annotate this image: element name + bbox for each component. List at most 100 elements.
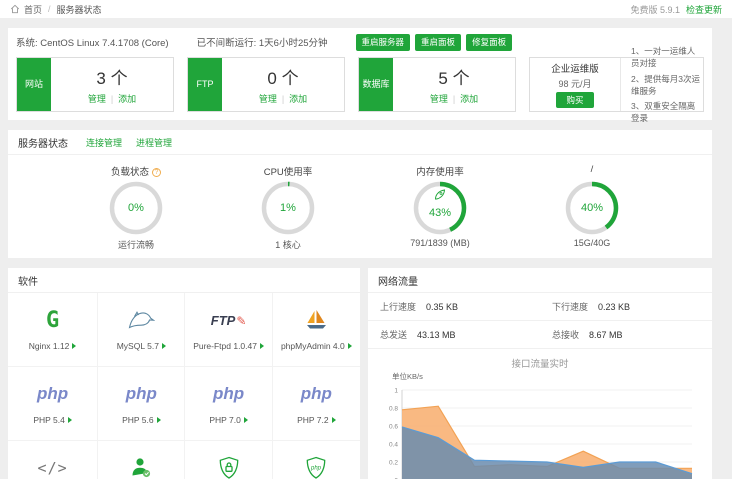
svg-text:0.2: 0.2 <box>389 460 398 467</box>
total-received-label: 总接收 <box>552 328 579 341</box>
site-card-tag: 网站 <box>17 58 51 111</box>
site-add-link[interactable]: 添加 <box>118 92 136 105</box>
chart-title: 接口流量实时 <box>376 356 704 370</box>
database-count: 5 个 <box>438 64 469 89</box>
software-item-phpguard[interactable]: php PHP守护 1.2 <box>273 441 360 479</box>
running-icon <box>157 417 161 423</box>
divider: | <box>111 94 113 104</box>
svg-text:php: php <box>310 466 322 472</box>
database-card-tag: 数据库 <box>359 58 393 111</box>
site-card: 网站 3 个 管理 | 添加 <box>16 57 174 112</box>
running-icon <box>68 417 72 423</box>
site-manage-link[interactable]: 管理 <box>88 92 106 105</box>
restart-server-button[interactable]: 重启服务器 <box>356 34 411 51</box>
ftp-manage-link[interactable]: 管理 <box>259 92 277 105</box>
software-item-php72[interactable]: php PHP 7.2 <box>273 367 360 441</box>
php-icon: php <box>37 384 68 404</box>
repair-panel-button[interactable]: 修复面板 <box>466 34 512 51</box>
software-item-label: PHP 5.6 <box>122 415 154 425</box>
network-title: 网络流量 <box>378 273 418 288</box>
ftp-card-tag: FTP <box>188 58 222 111</box>
load-gauge: 负载状态? 0% 运行流畅 <box>60 164 212 251</box>
up-speed-label: 上行速度 <box>380 300 416 313</box>
svg-text:1: 1 <box>394 388 398 395</box>
load-gauge-value: 0% <box>108 180 164 236</box>
system-info: 系统: CentOS Linux 7.4.1708 (Core) <box>16 35 169 49</box>
svg-text:0.6: 0.6 <box>389 424 398 431</box>
divider: | <box>453 94 455 104</box>
ftp-add-link[interactable]: 添加 <box>289 92 307 105</box>
running-icon <box>244 417 248 423</box>
running-icon <box>348 343 352 349</box>
os-value: CentOS Linux 7.4.1708 (Core) <box>40 38 168 49</box>
software-item-phpmyadmin[interactable]: phpMyAdmin 4.0 <box>273 293 360 367</box>
memory-gauge-value: 43% <box>412 180 468 236</box>
memory-gauge-label: 791/1839 (MB) <box>364 238 516 248</box>
enterprise-promo: 企业运维版 98 元/月 购买 1、一对一运维人员对接 2、提供每月3次运维服务… <box>529 57 704 112</box>
cpu-gauge-value: 1% <box>260 180 316 236</box>
software-item-label: PHP 5.4 <box>33 415 65 425</box>
software-item-label: phpMyAdmin 4.0 <box>281 341 345 351</box>
ftp-icon: FTP✎ <box>211 313 247 328</box>
software-item-label: PHP 7.0 <box>209 415 241 425</box>
software-item-securelogin[interactable]: 宝塔安全登录 1.3 <box>185 441 272 479</box>
restart-panel-button[interactable]: 重启面板 <box>415 34 461 51</box>
breadcrumb: 首页 / 服务器状态 <box>10 3 102 16</box>
promo-feature: 3、双重安全隔离登录 <box>631 100 703 124</box>
shield-php-icon: php <box>305 456 327 479</box>
php-icon: php <box>126 384 157 404</box>
server-status-panel: 服务器状态 连接管理 进程管理 负载状态? 0% 运行流畅 CPU使用率 <box>8 130 712 258</box>
phpmyadmin-sailboat-icon <box>303 309 329 331</box>
software-item-label: Pure-Ftpd 1.0.47 <box>193 341 257 351</box>
up-speed-value: 0.35 KB <box>426 302 458 312</box>
traffic-area-chart: 00.20.40.60.8117:32:1117:32:1617:32:2017… <box>376 382 704 479</box>
svg-text:0.4: 0.4 <box>389 442 398 449</box>
software-item-pureftpd[interactable]: FTP✎ Pure-Ftpd 1.0.47 <box>185 293 272 367</box>
version-label: 免费版 5.9.1 <box>630 3 680 16</box>
process-manage-link[interactable]: 进程管理 <box>136 136 172 149</box>
software-item-php54[interactable]: php PHP 5.4 <box>8 367 98 441</box>
database-card: 数据库 5 个 管理 | 添加 <box>358 57 516 112</box>
software-item-label: MySQL 5.7 <box>117 341 159 351</box>
server-status-title: 服务器状态 <box>18 135 68 150</box>
total-sent-label: 总发送 <box>380 328 407 341</box>
ftp-card: FTP 0 个 管理 | 添加 <box>187 57 345 112</box>
software-item-php56[interactable]: php PHP 5.6 <box>98 367 185 441</box>
overview-panel: 系统: CentOS Linux 7.4.1708 (Core) 已不间断运行:… <box>8 28 712 120</box>
software-item-nginx[interactable]: G Nginx 1.12 <box>8 293 98 367</box>
database-add-link[interactable]: 添加 <box>460 92 478 105</box>
connection-manage-link[interactable]: 连接管理 <box>86 136 122 149</box>
promo-price: 98 元/月 <box>558 77 591 90</box>
network-panel: 网络流量 上行速度0.35 KB 下行速度0.23 KB 总发送43.13 MB… <box>368 268 712 479</box>
chart-y-axis-unit: 单位KB/s <box>392 371 704 382</box>
promo-feature: 2、提供每月3次运维服务 <box>631 73 703 97</box>
buy-button[interactable]: 购买 <box>556 92 593 108</box>
site-count: 3 个 <box>96 64 127 89</box>
breadcrumb-separator: / <box>48 4 51 14</box>
divider: | <box>282 94 284 104</box>
running-icon <box>332 417 336 423</box>
top-bar: 首页 / 服务器状态 免费版 5.9.1 检查更新 <box>0 0 732 18</box>
database-manage-link[interactable]: 管理 <box>430 92 448 105</box>
svg-text:0.8: 0.8 <box>389 406 398 413</box>
cpu-gauge-label: 1 核心 <box>212 238 364 251</box>
check-update-link[interactable]: 检查更新 <box>686 3 722 16</box>
breadcrumb-home[interactable]: 首页 <box>24 3 42 16</box>
running-icon <box>260 343 264 349</box>
software-item-deploy[interactable]: </> 宝塔一键部署源码 1.1 <box>8 441 98 479</box>
software-item-label: PHP 7.2 <box>297 415 329 425</box>
software-item-yunwei[interactable]: 宝塔运维 1.0 <box>98 441 185 479</box>
help-icon[interactable]: ? <box>152 168 161 177</box>
total-sent-value: 43.13 MB <box>417 330 456 340</box>
memory-gauge: 内存使用率 43% 791/1839 (MB) <box>364 164 516 251</box>
cpu-gauge-title: CPU使用率 <box>212 164 364 178</box>
software-item-mysql[interactable]: MySQL 5.7 <box>98 293 185 367</box>
ftp-count: 0 个 <box>267 64 298 89</box>
shield-lock-icon <box>218 456 240 479</box>
os-label: 系统: <box>16 38 38 49</box>
cpu-gauge: CPU使用率 1% 1 核心 <box>212 164 364 251</box>
mysql-dolphin-icon <box>128 310 155 330</box>
software-item-php70[interactable]: php PHP 7.0 <box>185 367 272 441</box>
operator-icon <box>129 456 153 479</box>
disk-gauge-value: 40% <box>564 180 620 236</box>
